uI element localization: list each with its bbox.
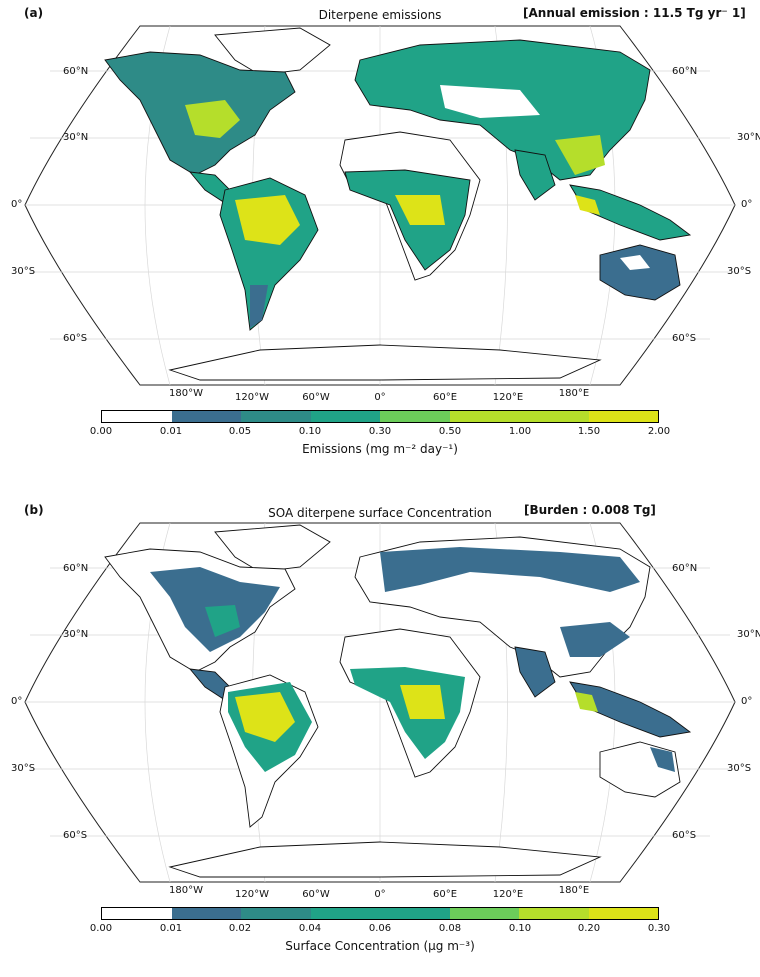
lat-label: 0° xyxy=(11,696,23,707)
lat-label: 0° xyxy=(741,199,753,210)
colorbar-bin xyxy=(380,411,450,422)
colorbar-tick: 0.00 xyxy=(89,426,113,437)
panel-emissions: (a) Diterpene emissions [Annual emission… xyxy=(0,0,760,480)
colorbar-bin xyxy=(519,908,589,919)
antarctica xyxy=(168,841,602,878)
colorbar-label: Surface Concentration (μg m⁻³) xyxy=(285,939,475,953)
lon-label: 120°W xyxy=(235,392,269,403)
lat-label: 60°S xyxy=(63,830,88,841)
lon-label: 180°W xyxy=(169,885,203,896)
lon-label: 0° xyxy=(374,392,386,403)
land-masses xyxy=(104,27,692,381)
lon-label: 180°W xyxy=(169,388,203,399)
lat-label: 60°N xyxy=(672,66,698,77)
lat-label: 30°N xyxy=(63,132,89,143)
lat-label: 60°S xyxy=(672,830,697,841)
colorbar-tick: 0.20 xyxy=(577,923,601,934)
colorbar-bin xyxy=(519,411,589,422)
lon-label: 60°W xyxy=(302,392,330,403)
world-map-concentration xyxy=(24,522,736,883)
colorbar-tick: 0.02 xyxy=(228,923,252,934)
colorbar-label: Emissions (mg m⁻² day⁻¹) xyxy=(302,442,458,456)
colorbar-bin xyxy=(380,908,450,919)
colorbar-tick: 0.30 xyxy=(368,426,392,437)
greenland xyxy=(214,524,331,573)
lat-label: 30°S xyxy=(11,763,36,774)
map-title: SOA diterpene surface Concentration xyxy=(268,506,492,520)
lat-label: 60°N xyxy=(63,563,89,574)
colorbar-tick: 0.06 xyxy=(368,923,392,934)
colorbar-tick: 0.04 xyxy=(298,923,322,934)
lat-label: 0° xyxy=(741,696,753,707)
colorbar-bin xyxy=(588,411,658,422)
colorbar-tick: 0.10 xyxy=(298,426,322,437)
lon-label: 60°E xyxy=(432,392,458,403)
colorbar-tick: 1.00 xyxy=(508,426,532,437)
map-title: Diterpene emissions xyxy=(318,8,442,22)
lon-label: 180°E xyxy=(558,388,590,399)
panel-letter: (b) xyxy=(24,503,44,517)
lon-label: 120°E xyxy=(492,889,524,900)
colorbar-bin xyxy=(171,908,241,919)
colorbar-bin xyxy=(241,908,311,919)
lat-label: 30°N xyxy=(737,132,760,143)
land-masses xyxy=(104,524,692,878)
world-map-emissions xyxy=(24,25,736,386)
lat-label: 60°N xyxy=(672,563,698,574)
lat-label: 30°S xyxy=(727,763,752,774)
colorbar-bin xyxy=(310,908,380,919)
colorbar-bin xyxy=(102,411,172,422)
colorbar-tick: 0.10 xyxy=(508,923,532,934)
colorbar-bin xyxy=(102,908,172,919)
lon-label: 120°E xyxy=(492,392,524,403)
colorbar-tick: 0.01 xyxy=(159,426,183,437)
lat-label: 60°N xyxy=(63,66,89,77)
australia xyxy=(599,244,681,301)
antarctica xyxy=(168,344,602,381)
colorbar-tick: 0.30 xyxy=(647,923,671,934)
lon-label: 120°W xyxy=(235,889,269,900)
colorbar-tick: 0.01 xyxy=(159,923,183,934)
colorbar xyxy=(101,907,659,920)
colorbar-tick: 0.05 xyxy=(228,426,252,437)
panel-surface-concentration: (b) SOA diterpene surface Concentration … xyxy=(0,497,760,977)
burden-stat: [Burden : 0.008 Tg] xyxy=(524,503,656,517)
colorbar-tick: 2.00 xyxy=(647,426,671,437)
lat-label: 30°S xyxy=(727,266,752,277)
lat-label: 30°N xyxy=(737,629,760,640)
colorbar-bin xyxy=(171,411,241,422)
colorbar-tick: 0.00 xyxy=(89,923,113,934)
colorbar-tick: 0.08 xyxy=(438,923,462,934)
annual-emission-stat: [Annual emission : 11.5 Tg yr⁻ 1] xyxy=(523,6,746,20)
colorbar xyxy=(101,410,659,423)
lon-label: 60°E xyxy=(432,889,458,900)
colorbar-bin xyxy=(449,908,519,919)
lon-label: 60°W xyxy=(302,889,330,900)
panel-letter: (a) xyxy=(24,6,44,20)
colorbar-bin xyxy=(588,908,658,919)
lat-label: 0° xyxy=(11,199,23,210)
greenland xyxy=(214,27,331,76)
lat-label: 60°S xyxy=(672,333,697,344)
lon-label: 0° xyxy=(374,889,386,900)
lon-label: 180°E xyxy=(558,885,590,896)
lat-label: 60°S xyxy=(63,333,88,344)
colorbar-tick: 1.50 xyxy=(577,426,601,437)
lat-label: 30°S xyxy=(11,266,36,277)
colorbar-bin xyxy=(310,411,380,422)
lat-label: 30°N xyxy=(63,629,89,640)
colorbar-bin xyxy=(449,411,519,422)
colorbar-bin xyxy=(241,411,311,422)
colorbar-tick: 0.50 xyxy=(438,426,462,437)
